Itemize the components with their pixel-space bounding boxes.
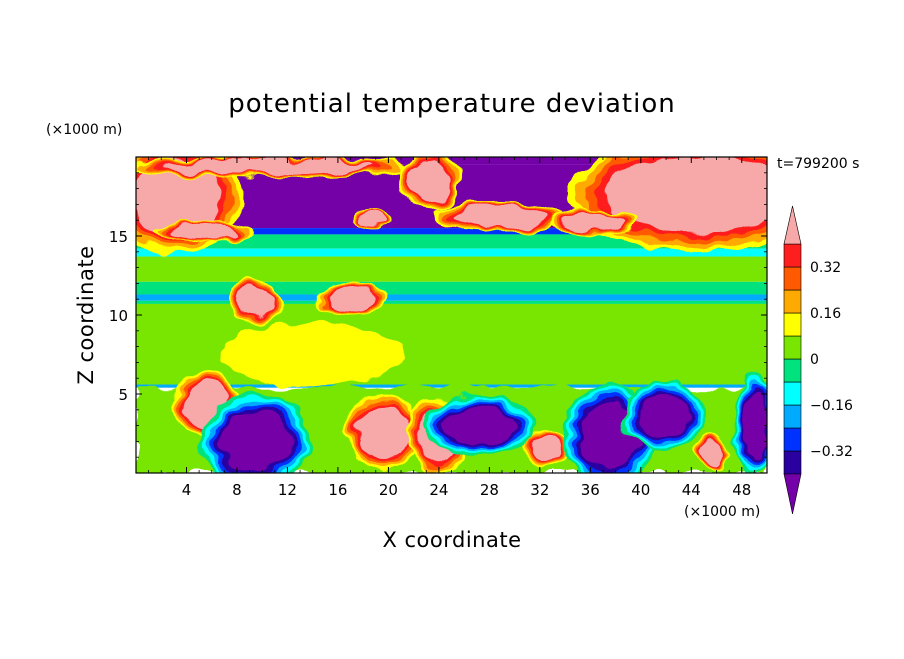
- x-tick-label-8: 8: [232, 481, 242, 499]
- y-tick-label-15: 15: [109, 228, 128, 246]
- x-tick-label-16: 16: [328, 481, 347, 499]
- feature-15-ring-4: [531, 436, 562, 462]
- feature-4-ring-5: [615, 160, 767, 230]
- feature-6-ring-5: [566, 212, 622, 229]
- colorbar-bottom-arrow: [783, 473, 802, 515]
- chart-title: potential temperature deviation: [228, 89, 675, 119]
- colorbar-box-5: [783, 335, 802, 360]
- band-4: [136, 248, 767, 257]
- feature-0-ring-5: [136, 160, 217, 233]
- feature-13-ring-5: [360, 408, 409, 456]
- x-tick-label-28: 28: [480, 481, 499, 499]
- colorbar-top-arrow: [783, 205, 802, 245]
- y-ticks: 5 10 15: [109, 172, 767, 458]
- feature-17-ring-5: [221, 411, 290, 472]
- colorbar-box-2: [783, 404, 802, 429]
- contour-features: [136, 157, 767, 473]
- x-tick-label-40: 40: [631, 481, 650, 499]
- x-tick-label-20: 20: [379, 481, 398, 499]
- colorbar-tick-label-0: 0.32: [810, 260, 841, 276]
- colorbar-box-4: [783, 358, 802, 383]
- x-tick-label-44: 44: [682, 481, 701, 499]
- x-tick-label-12: 12: [278, 481, 297, 499]
- feature-16-ring-5: [701, 441, 725, 464]
- feature-8-ring-5: [239, 288, 273, 317]
- colorbar-tick-label-1: 0.16: [810, 306, 841, 322]
- colorbar-box-0: [783, 450, 802, 475]
- band-5: [136, 256, 767, 282]
- y-axis-unit: (×1000 m): [46, 122, 122, 138]
- y-tick-label-5: 5: [118, 386, 128, 404]
- x-tick-label-36: 36: [581, 481, 600, 499]
- band-7: [136, 294, 767, 301]
- feature-18-ring-5: [443, 406, 515, 445]
- x-axis-unit: (×1000 m): [684, 504, 760, 520]
- band-6: [136, 281, 767, 295]
- x-tick-label-48: 48: [732, 481, 751, 499]
- band-10: [136, 384, 767, 388]
- plot-area: [136, 157, 767, 473]
- colorbar-box-6: [783, 312, 802, 337]
- colorbar-box-3: [783, 381, 802, 406]
- feature-20-ring-5: [638, 394, 689, 439]
- colorbar: 0.32 0.16 0 −0.16 −0.32: [783, 205, 853, 515]
- feature-3-ring-5: [411, 163, 449, 202]
- feature-9-ring-5: [329, 289, 372, 309]
- x-axis-label: X coordinate: [382, 528, 521, 552]
- feature-1-ring-5: [177, 159, 360, 174]
- feature-7-ring-5: [360, 211, 386, 223]
- x-tick-label-32: 32: [530, 481, 549, 499]
- x-tick-label-24: 24: [429, 481, 448, 499]
- time-label: t=799200 s: [777, 156, 859, 172]
- y-axis-label: Z coordinate: [74, 245, 98, 384]
- band-8: [136, 300, 767, 304]
- feature-11-ring-1: [230, 326, 395, 383]
- x-ticks: 4 8 12 16 20 24 28 32 36 40 44 48: [148, 157, 755, 499]
- feature-5-ring-5: [459, 207, 540, 227]
- colorbar-box-1: [783, 427, 802, 452]
- band-3: [136, 234, 767, 249]
- colorbar-tick-label-3: −0.16: [810, 398, 853, 414]
- colorbar-box-7: [783, 289, 802, 314]
- feature-21-ring-5: [741, 394, 767, 458]
- colorbar-box-9: [783, 243, 802, 268]
- colorbar-tick-label-4: −0.32: [810, 444, 853, 460]
- colorbar-box-8: [783, 266, 802, 291]
- x-tick-label-4: 4: [182, 481, 192, 499]
- feature-2-ring-5: [173, 224, 237, 238]
- colorbar-tick-label-2: 0: [810, 352, 819, 368]
- y-tick-label-10: 10: [109, 307, 128, 325]
- band-2: [136, 228, 767, 235]
